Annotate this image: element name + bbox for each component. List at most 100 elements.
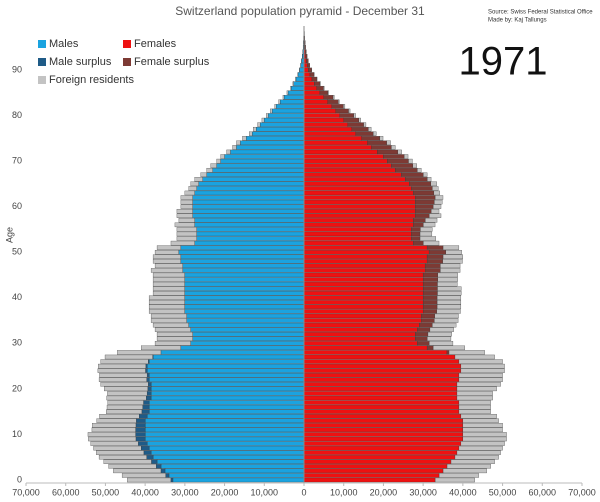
legend-swatch	[38, 58, 46, 66]
bar	[422, 309, 437, 314]
bar	[144, 418, 305, 423]
bar	[436, 300, 462, 305]
x-tick-label: 40,000	[131, 487, 159, 497]
bar	[303, 423, 464, 428]
bar	[154, 341, 191, 346]
bar	[413, 222, 424, 228]
bar	[147, 386, 152, 392]
bar	[152, 259, 182, 264]
bar	[391, 145, 396, 150]
bar	[427, 332, 452, 337]
bar	[303, 464, 448, 469]
bar	[403, 154, 409, 159]
bar	[377, 149, 398, 155]
bar	[426, 345, 434, 351]
bar	[309, 72, 315, 77]
bar	[303, 85, 317, 91]
bar	[184, 272, 305, 278]
bar	[253, 126, 257, 132]
bar	[458, 373, 503, 378]
bar	[391, 163, 413, 168]
x-tick-label: 70,000	[12, 487, 40, 497]
bar	[422, 295, 438, 300]
bar	[194, 222, 305, 228]
bar	[150, 450, 305, 455]
bar	[434, 477, 475, 483]
bar	[303, 322, 420, 328]
bar	[303, 395, 458, 401]
bar	[446, 464, 491, 469]
bar	[450, 459, 495, 464]
bar	[348, 108, 351, 114]
bar	[303, 186, 412, 191]
bar	[303, 131, 356, 136]
bar	[192, 204, 305, 209]
bar	[438, 473, 479, 478]
legend-swatch	[123, 58, 131, 66]
bar	[148, 304, 186, 310]
bar	[206, 167, 213, 173]
bar	[462, 427, 503, 433]
bar	[96, 450, 145, 455]
bar	[192, 213, 305, 218]
bar	[303, 254, 428, 259]
bar	[145, 368, 148, 373]
bar	[415, 195, 436, 200]
bar	[108, 464, 157, 469]
bar	[428, 249, 446, 255]
bar	[160, 464, 305, 469]
bar	[454, 354, 495, 360]
bar	[426, 177, 432, 182]
bar	[437, 286, 462, 291]
bar	[303, 90, 321, 95]
bar	[413, 190, 435, 196]
bar	[460, 368, 505, 373]
bar	[371, 145, 392, 150]
bar	[303, 263, 426, 269]
bar	[446, 350, 450, 355]
bar	[280, 99, 305, 105]
bar	[304, 44, 306, 50]
bar	[184, 291, 305, 296]
bar	[303, 172, 402, 177]
bar	[411, 227, 421, 232]
bar	[422, 304, 438, 310]
bar	[260, 122, 305, 127]
legend-label: Females	[134, 38, 177, 50]
bar	[164, 468, 305, 474]
bar	[148, 295, 186, 300]
bar	[420, 227, 433, 232]
bar	[188, 322, 305, 328]
bar	[437, 291, 462, 296]
bar	[303, 236, 412, 241]
bar	[415, 204, 434, 209]
bar	[196, 227, 305, 232]
bar	[440, 268, 461, 273]
bar	[303, 154, 384, 159]
bar	[411, 231, 421, 237]
bar	[358, 117, 361, 123]
bar	[303, 345, 428, 351]
bar	[303, 441, 462, 446]
bar	[220, 158, 305, 164]
bar	[305, 54, 308, 59]
bar	[422, 222, 436, 228]
bar	[462, 423, 503, 428]
bar	[192, 199, 305, 205]
bar	[176, 236, 197, 241]
bar	[291, 85, 305, 91]
bar	[232, 145, 237, 150]
bar	[303, 117, 344, 123]
bar	[303, 359, 460, 364]
bar	[152, 254, 182, 259]
bar	[303, 104, 332, 109]
bar	[323, 95, 334, 100]
bar	[87, 432, 136, 437]
bar	[236, 140, 241, 146]
bar	[434, 195, 444, 200]
bar	[415, 336, 428, 341]
bar	[212, 167, 305, 173]
bar	[88, 436, 137, 442]
bar	[456, 395, 493, 401]
bar	[303, 222, 414, 228]
